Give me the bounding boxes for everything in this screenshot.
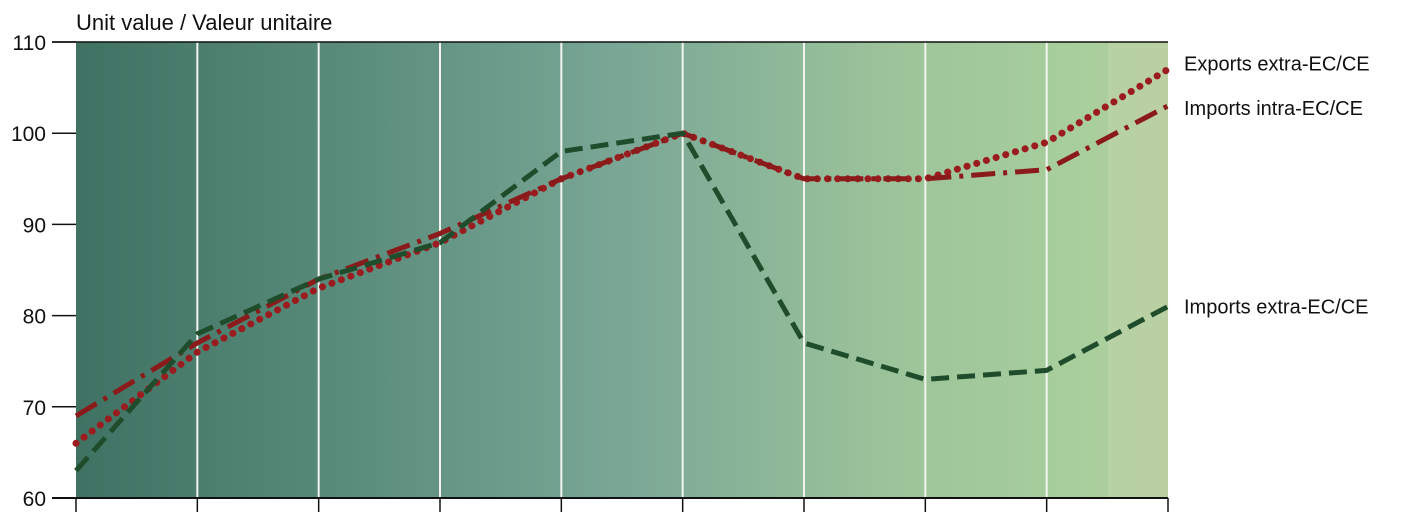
series-line-2 xyxy=(74,130,1170,473)
legend-label-0: Exports extra-EC/CE xyxy=(1184,53,1370,75)
plot-background xyxy=(76,42,1168,498)
y-tick-label: 110 xyxy=(13,32,46,55)
axes: 60 70 80 90 100 110 xyxy=(11,32,1169,512)
series-line-0 xyxy=(72,65,1172,447)
legend: Exports extra-EC/CE Imports intra-EC/CE Im… xyxy=(1184,53,1370,318)
y-tick-label: 60 xyxy=(23,488,46,511)
series-layer xyxy=(72,65,1172,473)
legend-label-2: Imports extra-EC/CE xyxy=(1184,296,1368,318)
y-tick-label: 100 xyxy=(11,123,46,146)
y-tick-label: 80 xyxy=(23,306,46,329)
plot-background-fade xyxy=(1108,42,1168,498)
y-tick-label: 90 xyxy=(23,214,46,237)
gridlines xyxy=(196,42,1048,498)
chart-title: Unit value / Valeur unitaire xyxy=(76,10,332,35)
y-tick-label: 70 xyxy=(23,397,46,420)
legend-label-1: Imports intra-EC/CE xyxy=(1184,98,1363,120)
series-line-1 xyxy=(74,103,1170,419)
